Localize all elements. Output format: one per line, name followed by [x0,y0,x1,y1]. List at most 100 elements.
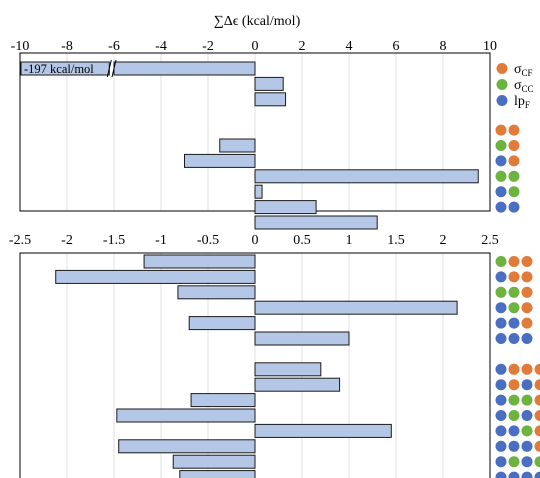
bar [177,285,256,300]
row-marker-dot [521,456,533,468]
row-marker-dot [508,379,520,391]
bar [254,377,341,392]
row-marker-dot [508,170,520,182]
row-marker-dot [495,379,507,391]
bar [254,300,458,315]
legend-marker [496,79,508,90]
tick-label: -10 [11,39,30,54]
tick-label: 2 [299,39,306,54]
legend-label: σCF [514,62,533,78]
bar [254,184,263,199]
row-marker-dot [495,425,507,437]
row-marker-dot [521,302,533,314]
bar [254,215,378,230]
row-marker-dot [521,271,533,283]
tick-label: 6 [393,39,400,54]
bar [254,169,479,184]
bar [143,254,256,269]
tick-label: -1 [155,233,167,248]
legend-label: σCC [514,78,534,94]
row-marker-dot [508,256,520,267]
row-marker-dot [508,440,520,452]
tick-label: -4 [155,39,167,54]
row-marker-dot [508,286,520,298]
row-marker-dot [508,471,520,478]
row-marker-dot [534,456,540,468]
tick-label: 0 [252,39,259,54]
row-marker-dot [508,394,520,406]
tick-label: -1.5 [103,233,125,248]
tick-label: -2 [61,233,73,248]
row-marker-dot [495,440,507,452]
row-marker-dot [495,394,507,406]
row-marker-dot [508,186,520,198]
row-marker-dot [495,471,507,478]
row-marker-dot [508,410,520,421]
tick-label: -8 [61,39,73,54]
row-marker-dot [495,333,507,344]
row-marker-dot [521,410,533,421]
row-marker-dot [508,140,520,151]
row-marker-dot [521,363,533,375]
bar [254,331,350,346]
row-marker-dot [508,124,520,136]
tick-label: 4 [346,39,353,54]
row-marker-dot [508,363,520,375]
bar [116,408,256,423]
row-marker-dot [508,456,520,468]
row-marker-dot [521,394,533,406]
plot-area-frame [19,252,491,478]
row-marker-dot [508,302,520,314]
row-marker-dot [508,333,520,344]
tick-label: 1 [346,233,353,248]
row-marker-dot [495,124,507,136]
row-marker-dot [508,317,520,329]
legend-marker [496,63,508,74]
row-marker-dot [495,271,507,283]
bar [254,76,284,91]
tick-label: 0.5 [293,233,311,248]
row-marker-dot [534,394,540,406]
tick-label: 1.5 [387,233,405,248]
row-marker-dot [521,317,533,329]
row-marker-dot [495,155,507,167]
bar [113,61,256,76]
tick-label: -0.5 [197,233,219,248]
bar [184,153,256,168]
axis-break-mark [111,59,117,78]
tick-label: 10 [483,39,497,54]
broken-bar-label: -197 kcal/mol [24,62,94,76]
row-marker-dot [508,201,520,213]
row-marker-dot [495,456,507,468]
row-marker-dot [495,170,507,182]
bar [188,316,256,331]
tick-label: 8 [440,39,447,54]
row-marker-dot [495,201,507,213]
legend-label: lpF [514,94,530,110]
bottom-chart-panel: -2.5 -2 -1.5 -1 -0.5 0 0.5 1 1.5 2 2.5 [9,233,540,478]
bar [254,92,287,107]
row-marker-dot [521,440,533,452]
row-marker-dot [495,140,507,151]
row-marker-dot [521,471,533,478]
row-marker-dot [508,271,520,283]
row-marker-dot [534,410,540,421]
legend-marker [496,95,508,106]
bar [118,439,256,454]
bar [219,138,256,153]
tick-label: 2 [440,233,447,248]
tick-label: 2.5 [481,233,499,248]
bar [254,200,317,215]
row-marker-dot [521,425,533,437]
row-marker-dot [495,186,507,198]
bar [190,393,256,408]
row-marker-dot [495,256,507,267]
row-marker-dot [508,425,520,437]
row-marker-dot [521,286,533,298]
row-marker-dot [495,410,507,421]
bar [172,454,256,469]
row-marker-dot [495,286,507,298]
row-marker-dot [495,317,507,329]
bar [55,269,256,284]
